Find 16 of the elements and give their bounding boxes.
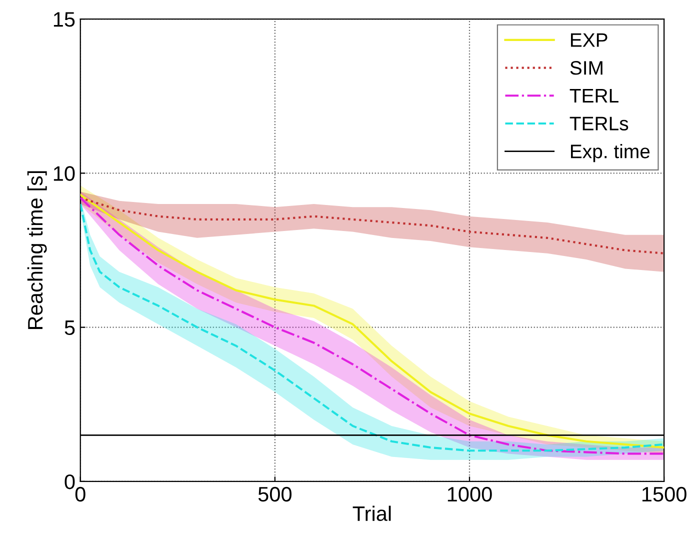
x-tick-label: 0 — [75, 486, 86, 502]
line-series — [80, 196, 664, 254]
x-axis-title: Trial — [352, 506, 391, 522]
y-tick-label: 0 — [64, 474, 75, 490]
legend-label: Exp. time — [570, 144, 650, 162]
y-tick-label: 15 — [54, 12, 75, 27]
y-axis-title: Reaching time [s] — [27, 171, 47, 329]
legend-label: TERL — [570, 89, 618, 102]
x-tick-label: 1000 — [448, 486, 492, 502]
x-tick-label: 1500 — [642, 486, 686, 502]
legend-label: SIM — [570, 61, 602, 75]
legend-label: EXP — [570, 33, 608, 47]
x-tick-label: 500 — [258, 486, 292, 502]
y-tick-label: 5 — [64, 320, 75, 336]
legend-label: TERLs — [570, 116, 628, 130]
y-tick-label: 10 — [54, 166, 75, 181]
